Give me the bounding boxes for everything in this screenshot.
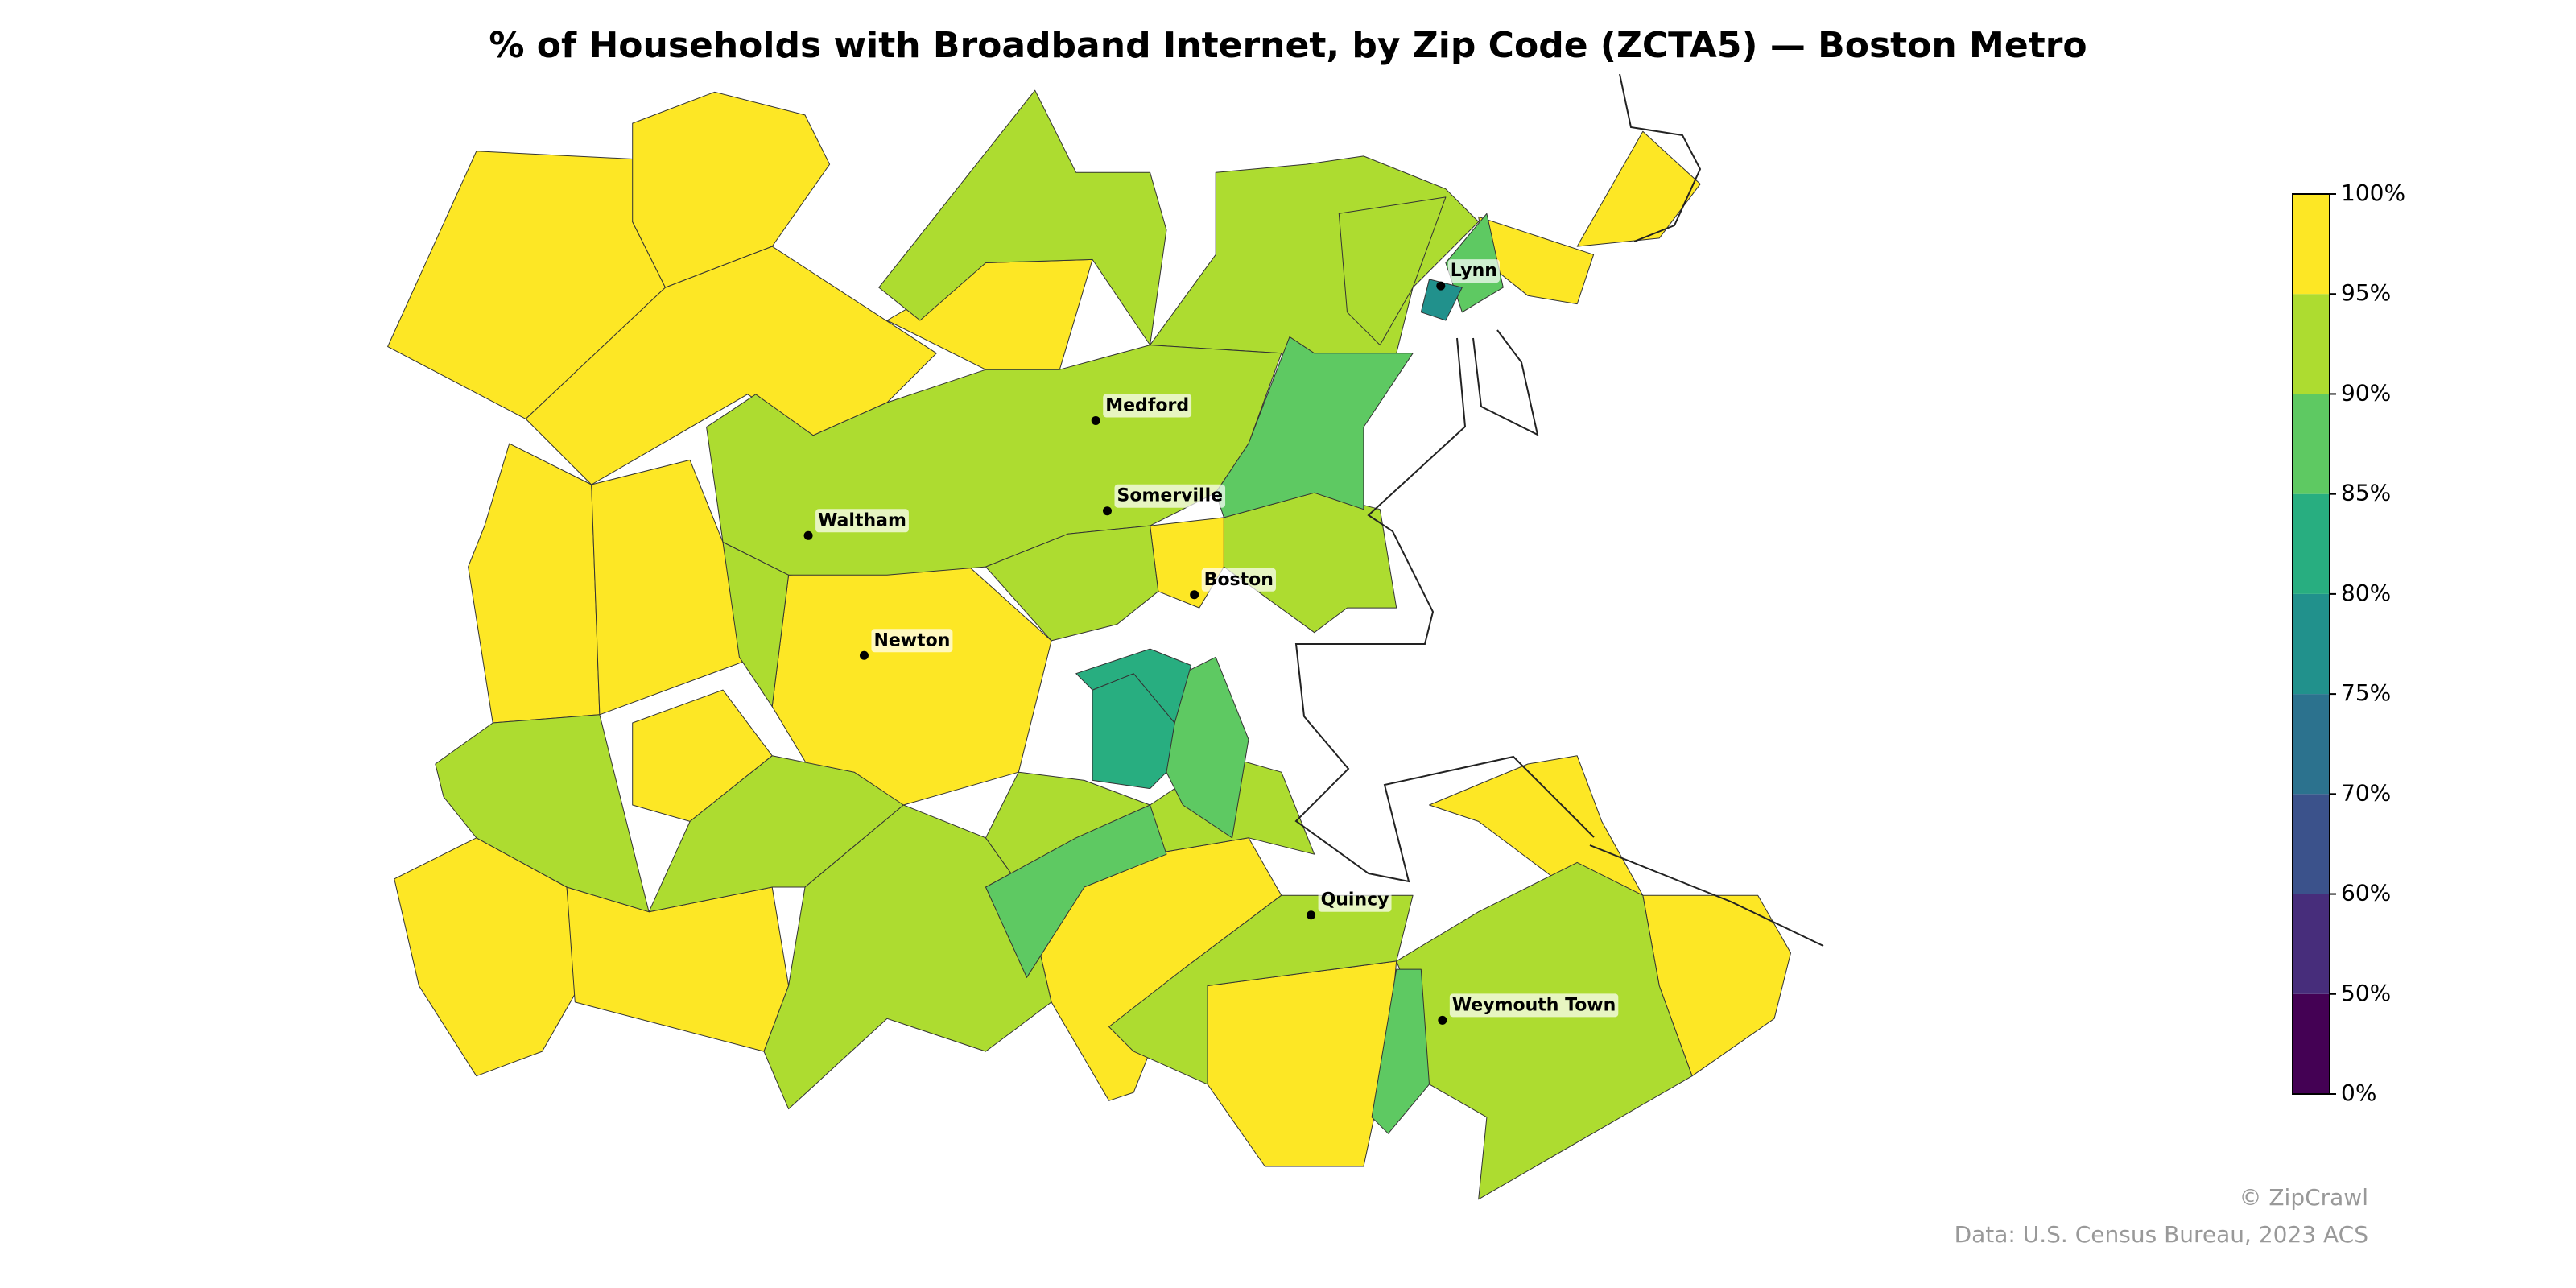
city-label: Boston [1204, 570, 1274, 590]
colorbar-tick-label: 85% [2341, 480, 2391, 506]
colorbar-tick-label: 60% [2341, 880, 2391, 906]
city-label: Somerville [1117, 486, 1224, 506]
zip-region [985, 525, 1159, 642]
city-dot [1307, 910, 1316, 920]
city-dot [1091, 415, 1100, 425]
city-label-bg [815, 509, 909, 533]
colorbar-bin [2293, 794, 2330, 894]
zip-region [1338, 196, 1447, 346]
colorbar-bin [2293, 493, 2330, 594]
zip-region [632, 91, 831, 288]
zip-region [1075, 648, 1192, 724]
colorbar-bin [2293, 593, 2330, 695]
colorbar-frame [2292, 193, 2330, 1095]
zip-region [1420, 279, 1463, 321]
zip-region [985, 804, 1167, 978]
city-dot [1103, 506, 1113, 516]
colorbar-tick-label: 95% [2341, 279, 2391, 306]
city-label: Newton [873, 630, 950, 650]
city-label-bg [1447, 259, 1500, 283]
colorbar-bin [2293, 194, 2330, 295]
city-label: Lynn [1451, 261, 1497, 281]
zip-region [1576, 130, 1701, 247]
colorbar: 0% 50% 60% 70% 75% 80% 85% 90% 95% 100% [2292, 180, 2405, 1106]
map-title: % of Households with Broadband Internet,… [489, 25, 2087, 66]
city-labels: Lynn Medford Somerville Waltham Boston Newton… [803, 259, 1619, 1025]
zip-region [648, 755, 904, 913]
colorbar-tick-label: 70% [2341, 779, 2391, 806]
zip-region [763, 804, 1052, 1110]
city-label-bg [1318, 888, 1392, 912]
zip-region [1429, 755, 1644, 896]
colorbar-tick-label: 50% [2341, 980, 2391, 1006]
colorbar-bin [2293, 694, 2330, 795]
zip-region [468, 443, 601, 724]
colorbar-bin [2293, 394, 2330, 494]
city-dot [1438, 1015, 1447, 1025]
city-dot [1436, 281, 1446, 291]
colorbar-tick-label: 100% [2341, 180, 2405, 206]
zip-region [722, 542, 790, 708]
zip-region [1207, 960, 1397, 1167]
regions [387, 89, 1791, 1200]
city-label-bg [871, 629, 953, 653]
zip-region [435, 714, 650, 913]
city-label-bg [1449, 993, 1619, 1018]
city-label: Medford [1105, 395, 1189, 415]
zip-region [1371, 968, 1430, 1134]
city-label: Quincy [1321, 890, 1389, 910]
coastline [1294, 73, 1824, 947]
city-dot [803, 530, 813, 540]
zip-region [566, 886, 790, 1052]
city-label: Weymouth Town [1452, 995, 1616, 1015]
colorbar-bin [2293, 294, 2330, 394]
colorbar-bin [2293, 894, 2330, 994]
colorbar-tick-label: 90% [2341, 379, 2391, 406]
city-dot [1190, 590, 1199, 600]
colorbar-tick-label: 80% [2341, 580, 2391, 606]
city-label: Waltham [818, 510, 906, 530]
zip-region [1150, 155, 1480, 354]
zip-region [771, 566, 1052, 806]
colorbar-tick-label: 75% [2341, 679, 2391, 706]
credit: © ZipCrawl [2239, 1184, 2368, 1211]
city-label-bg [1103, 394, 1192, 418]
zip-region [1150, 517, 1224, 609]
city-label-bg [1201, 568, 1276, 592]
city-dot [859, 650, 869, 660]
zip-region [878, 89, 1167, 346]
source: Data: U.S. Census Bureau, 2023 ACS [1955, 1221, 2368, 1248]
colorbar-bin [2293, 993, 2330, 1094]
colorbar-tick-label: 0% [2341, 1080, 2376, 1106]
city-label-bg [1114, 484, 1226, 508]
